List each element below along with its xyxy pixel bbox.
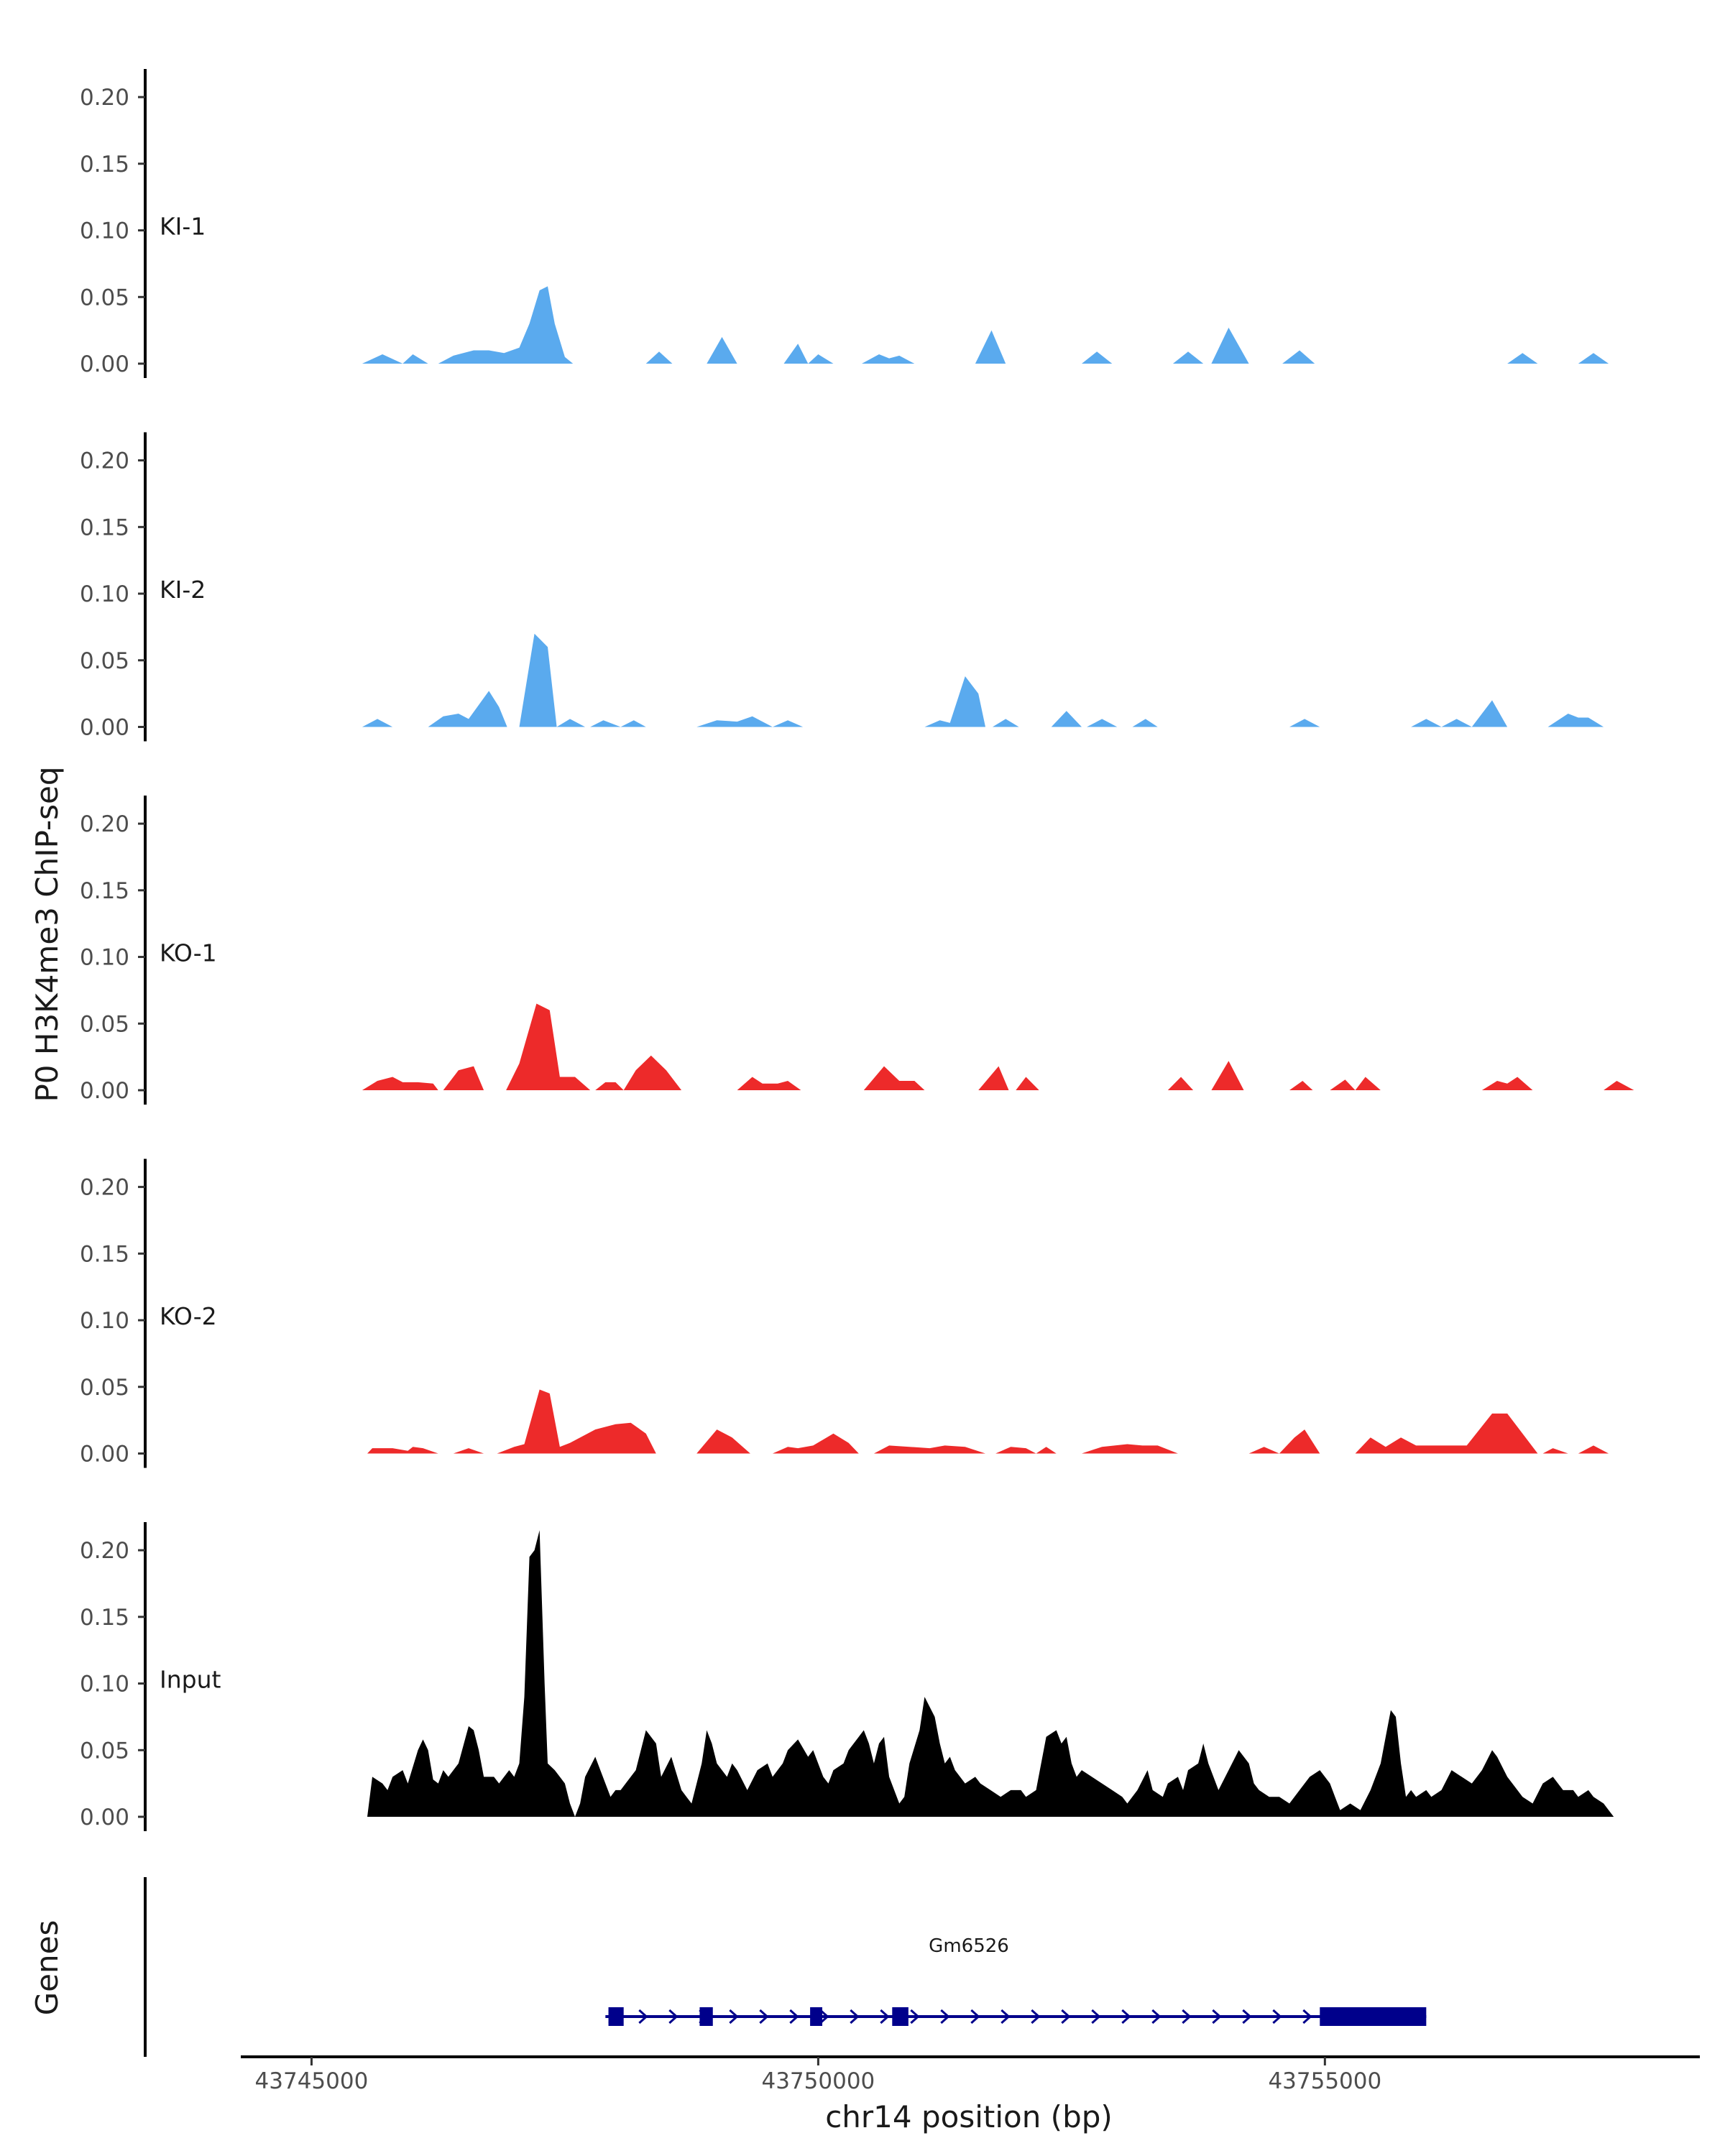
y-tick-label: 0.15 — [80, 1241, 129, 1267]
x-tick-label: 43755000 — [1268, 2068, 1381, 2094]
y-tick-label: 0.05 — [80, 285, 129, 310]
track-panel-ki-2: 0.00 0.05 0.10 0.15 0.20 KI-2 — [80, 432, 1604, 742]
strand-arrow — [668, 2009, 678, 2024]
strand-arrow — [1031, 2009, 1041, 2024]
track-panel-input: 0.00 0.05 0.10 0.15 0.20 Input — [80, 1522, 1614, 1831]
strand-arrow — [1061, 2009, 1071, 2024]
track-panel-ko-2: 0.00 0.05 0.10 0.15 0.20 KO-2 — [80, 1158, 1609, 1468]
y-tick-label: 0.10 — [80, 218, 129, 244]
y-tick-label: 0.20 — [80, 1175, 129, 1201]
y-tick-label: 0.15 — [80, 152, 129, 178]
y-tick-label: 0.15 — [80, 1605, 129, 1631]
track-label: Input — [160, 1666, 221, 1694]
strand-arrow — [819, 2009, 829, 2024]
track-panel-ki-1: 0.00 0.05 0.10 0.15 0.20 KI-1 — [80, 69, 1609, 378]
signal-panels: 0.00 0.05 0.10 0.15 0.20 KI-1 0.00 0.05 0.10 0.15… — [80, 69, 1634, 1831]
strand-arrow — [970, 2009, 980, 2024]
strand-arrow — [789, 2009, 799, 2024]
y-tick-label: 0.15 — [80, 878, 129, 904]
x-axis-title: chr14 position (bp) — [825, 2099, 1113, 2134]
gene-exon — [1320, 2007, 1427, 2026]
strand-arrow — [1212, 2009, 1222, 2024]
genes-panel: Gm6526 — [144, 1877, 1427, 2057]
y-tick-label: 0.20 — [80, 85, 129, 111]
y-axis-title: P0 H3K4me3 ChIP-seq — [29, 766, 65, 1102]
strand-arrow — [759, 2009, 769, 2024]
strand-arrow — [850, 2009, 860, 2024]
y-tick-label: 0.10 — [80, 945, 129, 971]
gene-model — [605, 2007, 1427, 2026]
strand-arrow — [638, 2009, 648, 2024]
signal-area — [362, 633, 1604, 727]
track-label: KI-2 — [160, 576, 206, 604]
x-tick-label: 43745000 — [255, 2068, 369, 2094]
y-tick-label: 0.10 — [80, 581, 129, 607]
strand-arrow — [1242, 2009, 1252, 2024]
y-tick-label: 0.05 — [80, 1738, 129, 1764]
y-tick-label: 0.20 — [80, 1538, 129, 1564]
y-tick-label: 0.00 — [80, 1442, 129, 1468]
strand-arrow — [1091, 2009, 1101, 2024]
genes-track-title: Genes — [29, 1920, 65, 2016]
y-tick-label: 0.05 — [80, 1011, 129, 1037]
strand-arrow — [880, 2009, 890, 2024]
gene-exon — [608, 2007, 624, 2026]
y-tick-label: 0.20 — [80, 811, 129, 837]
strand-arrow — [1302, 2009, 1312, 2024]
signal-area — [367, 1389, 1609, 1454]
y-tick-label: 0.00 — [80, 1805, 129, 1830]
strand-arrow — [1151, 2009, 1162, 2024]
gene-exon — [892, 2007, 908, 2026]
y-tick-label: 0.10 — [80, 1308, 129, 1334]
track-panel-ko-1: 0.00 0.05 0.10 0.15 0.20 KO-1 — [80, 796, 1634, 1105]
strand-arrow — [910, 2009, 920, 2024]
x-tick-label: 43750000 — [761, 2068, 875, 2094]
track-label: KO-2 — [160, 1302, 217, 1330]
gene-exon — [810, 2007, 823, 2026]
y-tick-label: 0.20 — [80, 448, 129, 474]
strand-arrow — [729, 2009, 739, 2024]
gene-exon — [699, 2007, 713, 2026]
strand-arrow — [1182, 2009, 1192, 2024]
y-tick-label: 0.05 — [80, 1375, 129, 1401]
x-axis: 43745000 43750000 43755000 — [241, 2055, 1700, 2094]
track-label: KI-1 — [160, 213, 206, 241]
strand-arrow — [1272, 2009, 1282, 2024]
gene-label: Gm6526 — [929, 1935, 1009, 1957]
y-tick-label: 0.05 — [80, 648, 129, 674]
signal-area — [362, 286, 1609, 364]
strand-arrow — [1000, 2009, 1011, 2024]
signal-area — [362, 1003, 1634, 1090]
strand-arrow — [940, 2009, 950, 2024]
y-tick-label: 0.00 — [80, 1078, 129, 1104]
y-tick-label: 0.10 — [80, 1672, 129, 1697]
y-tick-label: 0.00 — [80, 715, 129, 741]
strand-arrow — [1121, 2009, 1131, 2024]
track-label: KO-1 — [160, 939, 217, 967]
y-tick-label: 0.15 — [80, 515, 129, 540]
signal-area — [367, 1530, 1614, 1817]
y-tick-label: 0.00 — [80, 351, 129, 377]
